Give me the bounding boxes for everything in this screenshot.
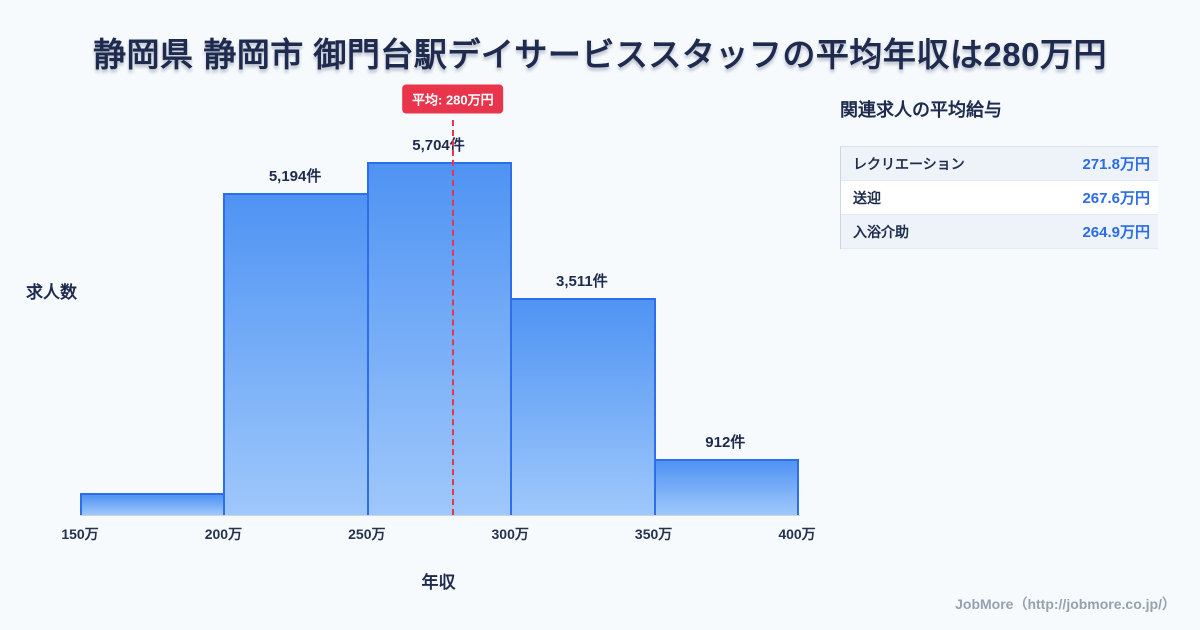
page-title: 静岡県 静岡市 御門台駅デイサービススタッフの平均年収は280万円 bbox=[93, 36, 1107, 73]
x-axis-tick: 300万 bbox=[491, 526, 529, 542]
related-salaries-heading: 関連求人の平均給与 bbox=[840, 100, 1002, 120]
table-row: レクリエーション 271.8万円 bbox=[841, 147, 1158, 181]
average-badge: 平均: 280万円 bbox=[402, 84, 504, 114]
x-axis-tick: 400万 bbox=[778, 526, 816, 542]
histogram-bar bbox=[510, 297, 656, 515]
salary-value: 267.6万円 bbox=[1082, 190, 1150, 207]
x-axis-ticks: 150万 200万 250万 300万 350万 400万 bbox=[61, 524, 815, 544]
histogram-bar bbox=[653, 458, 799, 515]
job-type-label: 入浴介助 bbox=[853, 223, 909, 240]
histogram-plot: 5,194件 5,704件 3,511件 912件 平均: 280万円 bbox=[80, 84, 799, 515]
x-axis-label: 年収 bbox=[421, 573, 456, 592]
bar-value-label: 5,704件 bbox=[412, 136, 465, 154]
bars-container: 5,194件 5,704件 3,511件 912件 bbox=[80, 100, 799, 515]
table-row: 入浴介助 264.9万円 bbox=[841, 215, 1158, 249]
x-axis-tick: 250万 bbox=[348, 526, 386, 542]
related-salaries-table: レクリエーション 271.8万円 送迎 267.6万円 入浴介助 264.9万円 bbox=[840, 146, 1158, 249]
salary-value: 264.9万円 bbox=[1082, 224, 1150, 241]
x-axis-line bbox=[80, 515, 800, 516]
job-type-label: レクリエーション bbox=[853, 155, 965, 172]
bar-value-label: 5,194件 bbox=[268, 168, 322, 186]
site-credit: JobMore（http://jobmore.co.jp/） bbox=[955, 596, 1176, 612]
salary-value: 271.8万円 bbox=[1082, 156, 1150, 173]
bar-value-label: 912件 bbox=[705, 433, 746, 451]
bar-value-label: 3,511件 bbox=[556, 272, 608, 290]
average-line bbox=[451, 120, 454, 515]
table-row: 送迎 267.6万円 bbox=[841, 181, 1158, 215]
histogram-bar bbox=[366, 161, 513, 515]
histogram-bar bbox=[80, 493, 226, 515]
x-axis-tick: 200万 bbox=[204, 526, 243, 542]
x-axis-tick: 350万 bbox=[634, 526, 673, 542]
job-type-label: 送迎 bbox=[853, 189, 881, 206]
y-axis-label: 求人数 bbox=[26, 283, 77, 302]
x-axis-tick: 150万 bbox=[61, 526, 99, 542]
histogram-bar bbox=[223, 193, 369, 515]
